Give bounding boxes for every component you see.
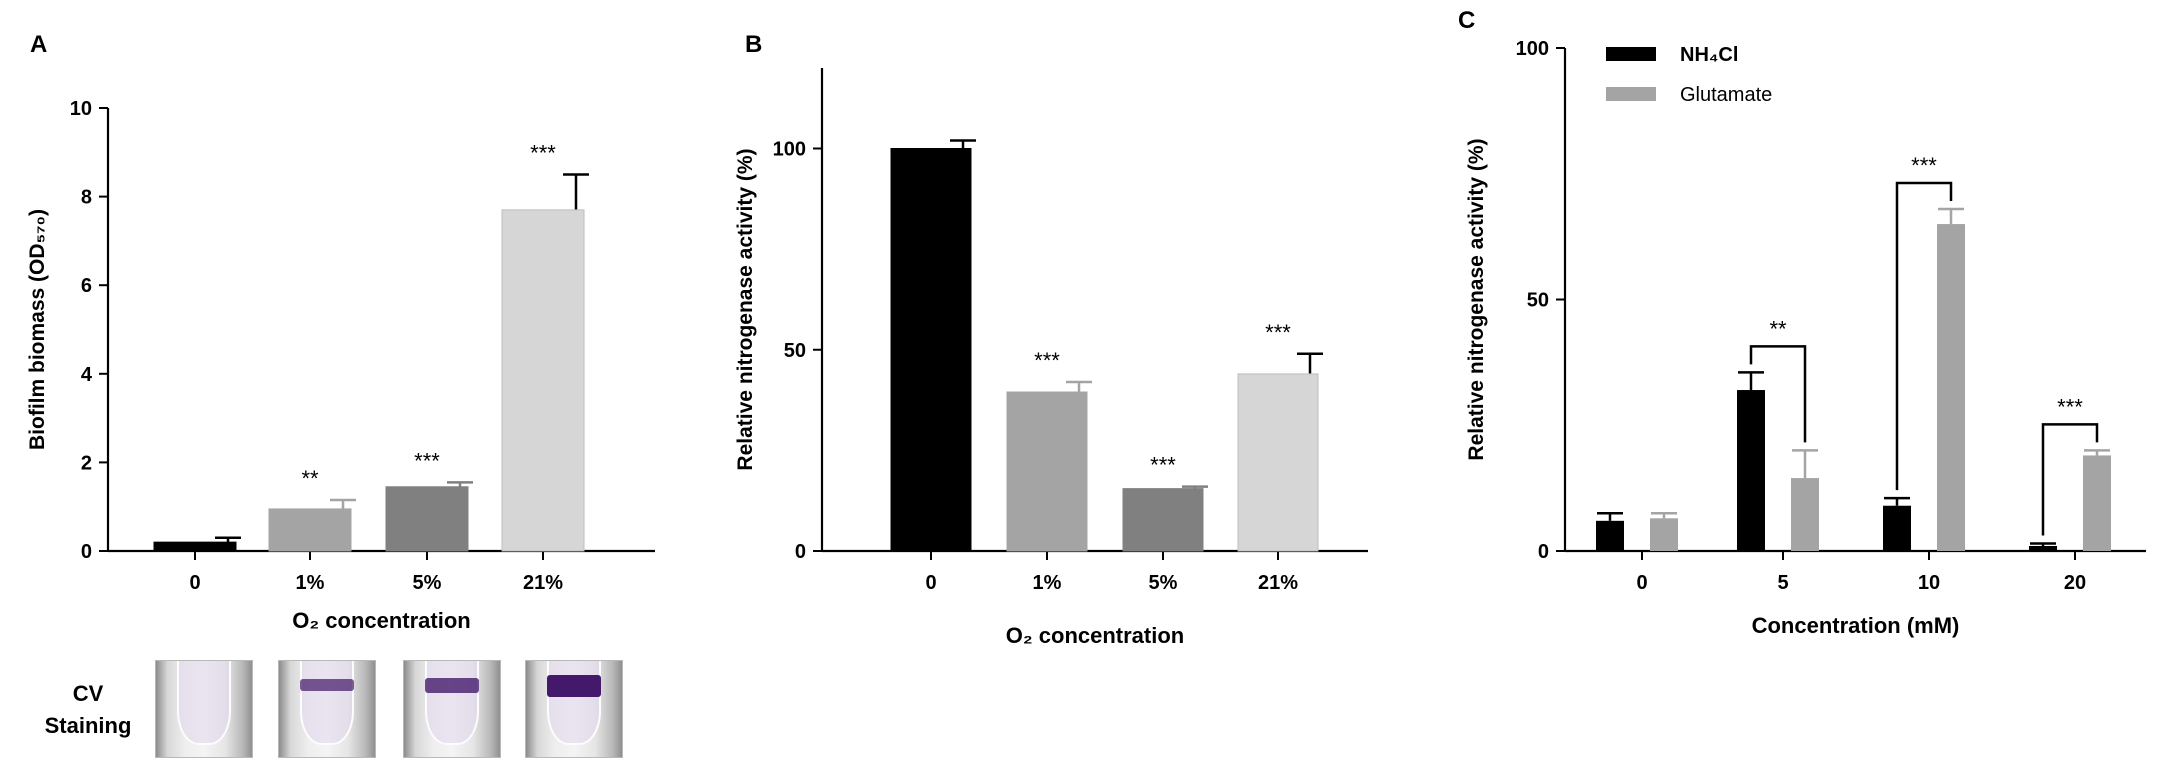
chart-panel-b: 0 50 100 0 1% 5% 21% Relative nitrogenase activ… [734, 68, 1368, 648]
cv-tube-photo [525, 660, 623, 758]
significance-label: *** [414, 448, 440, 473]
y-tick-label: 100 [773, 139, 806, 161]
x-tick-label: 21% [1258, 572, 1298, 594]
y-axis-title: Relative nitrogenase activity (%) [734, 148, 757, 470]
y-tick-label: 0 [1538, 541, 1549, 563]
bar [501, 209, 585, 552]
legend-label: NH₄Cl [1680, 44, 1738, 66]
crystal-violet-stain [547, 675, 601, 697]
significance-label: ** [301, 466, 319, 491]
crystal-violet-stain [425, 678, 479, 693]
significance-label: *** [2057, 394, 2083, 419]
bar-glutamate [2083, 455, 2111, 551]
bar-nh4cl [1737, 390, 1765, 551]
bar [1237, 373, 1319, 552]
significance-label: ** [1769, 316, 1787, 341]
y-tick-label: 100 [1516, 38, 1549, 60]
significance-label: *** [1911, 153, 1937, 178]
legend-label: Glutamate [1680, 84, 1772, 106]
y-tick-label: 4 [81, 364, 93, 386]
panel-label-c: C [1458, 7, 1475, 34]
legend-swatch [1606, 87, 1656, 101]
bar-nh4cl [1596, 520, 1624, 551]
y-tick-label: 2 [81, 452, 92, 474]
x-axis-title: O₂ concentration [1006, 623, 1184, 648]
y-tick-label: 50 [784, 340, 806, 362]
x-axis-title: Concentration (mM) [1752, 613, 1960, 638]
bar-glutamate [1937, 224, 1965, 552]
x-tick-label: 0 [925, 572, 936, 594]
x-tick-label: 21% [523, 572, 563, 594]
cv-staining-label: CV Staining [28, 678, 148, 742]
bar [890, 148, 972, 552]
bar [385, 486, 469, 552]
x-tick-label: 20 [2064, 572, 2086, 594]
y-tick-label: 10 [70, 98, 92, 120]
y-tick-label: 8 [81, 187, 92, 209]
bar-glutamate [1791, 478, 1819, 551]
significance-label: *** [1150, 453, 1176, 478]
bar [1122, 488, 1204, 552]
y-axis-title: Biofilm biomass (OD₅₇₀) [26, 209, 49, 450]
panel-label-b: B [745, 31, 762, 58]
bar [153, 541, 237, 552]
x-tick-label: 1% [1033, 572, 1062, 594]
legend-swatch [1606, 47, 1656, 61]
x-tick-label: 0 [1636, 572, 1647, 594]
crystal-violet-stain [300, 679, 354, 691]
significance-label: *** [1265, 320, 1291, 345]
x-tick-label: 1% [296, 572, 325, 594]
x-tick-label: 5% [413, 572, 442, 594]
bar-nh4cl [2029, 545, 2057, 551]
chart-panel-a: 0 2 4 6 8 10 0 1% 5% 21% Biofilm biomass (OD₅₇₀) O₂… [26, 98, 655, 633]
y-tick-label: 0 [795, 541, 806, 563]
cv-tube-photo [155, 660, 253, 758]
x-tick-label: 5% [1149, 572, 1178, 594]
cv-label-line1: CV [72, 681, 104, 706]
panel-label-a: A [30, 31, 47, 58]
significance-label: *** [1034, 348, 1060, 373]
cv-label-line2: Staining [44, 713, 132, 738]
chart-panel-c: 0 50 100 0 5 10 20 Relative nitrogenase activit… [1465, 38, 2146, 638]
x-tick-label: 10 [1918, 572, 1940, 594]
x-tick-label: 0 [189, 572, 200, 594]
significance-bracket [2041, 423, 2099, 536]
y-tick-label: 50 [1527, 290, 1549, 312]
cv-tube-photo [403, 660, 501, 758]
bar-glutamate [1650, 518, 1678, 551]
y-tick-label: 6 [81, 275, 92, 297]
bar-nh4cl [1883, 505, 1911, 551]
bar [1006, 391, 1088, 552]
significance-bracket [1749, 345, 1807, 443]
x-tick-label: 5 [1777, 572, 1788, 594]
y-tick-label: 0 [81, 541, 92, 563]
significance-bracket [1895, 181, 1953, 491]
cv-tube-photo [278, 660, 376, 758]
x-axis-title: O₂ concentration [292, 608, 470, 633]
y-axis-title: Relative nitrogenase activity (%) [1465, 138, 1488, 460]
bar [268, 508, 352, 552]
significance-label: *** [530, 140, 556, 165]
